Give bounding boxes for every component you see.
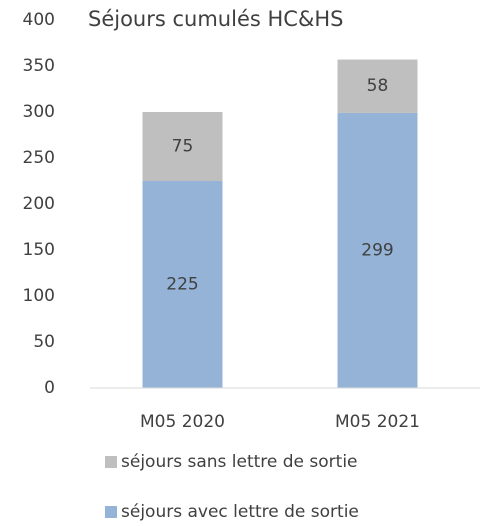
bar-segment	[337, 59, 418, 113]
bar-segment	[337, 112, 418, 389]
data-label: 58	[367, 76, 389, 96]
y-tick-label: 150	[23, 240, 55, 260]
data-label: 75	[172, 137, 194, 157]
data-label: 225	[166, 275, 198, 295]
y-tick-label: 0	[44, 378, 55, 398]
y-tick-label: 100	[23, 286, 55, 306]
legend-swatch	[105, 456, 117, 468]
y-tick-label: 350	[23, 56, 55, 76]
y-tick-label: 250	[23, 148, 55, 168]
legend-swatch	[105, 506, 117, 518]
legend-label: séjours sans lettre de sortie	[121, 452, 358, 472]
x-tick-label: M05 2020	[140, 412, 225, 432]
x-tick-label: M05 2021	[335, 412, 420, 432]
y-tick-label: 200	[23, 194, 55, 214]
chart-title: Séjours cumulés HC&HS	[88, 7, 343, 31]
data-label: 299	[361, 240, 393, 260]
bar-segment	[142, 112, 223, 181]
y-tick-label: 400	[23, 10, 55, 30]
y-tick-label: 300	[23, 102, 55, 122]
y-tick-label: 50	[33, 332, 55, 352]
legend-label: séjours avec lettre de sortie	[121, 502, 359, 522]
bar-segment	[142, 181, 223, 388]
